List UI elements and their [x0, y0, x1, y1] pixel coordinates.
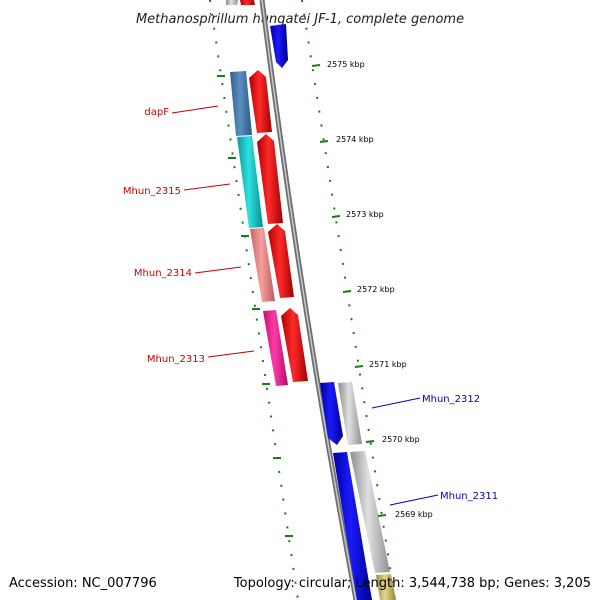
gene-label-mhun-2315[interactable]: Mhun_2315: [123, 186, 181, 197]
tick-label: 2571 kbp: [369, 360, 407, 369]
label-leader: [389, 494, 439, 506]
forward-cds-dapf: [249, 70, 272, 133]
forward-cds-mhun-2313: [281, 308, 308, 382]
cog-block-mhun-2311: [350, 451, 390, 573]
tick-label: 2572 kbp: [357, 285, 395, 294]
label-leader: [194, 266, 242, 274]
tick-label: 2570 kbp: [382, 435, 420, 444]
tick-mark: [342, 290, 352, 293]
label-leader: [171, 105, 219, 114]
tick-label: 2575 kbp: [327, 60, 365, 69]
cog-block-mhun-2312: [338, 382, 362, 445]
tick-label: 2573 kbp: [346, 210, 384, 219]
scale-ticks: 2575 kbp 2574 kbp 2573 kbp 2572 kbp 2571…: [217, 60, 433, 537]
label-leader: [207, 350, 255, 358]
gene-labels: dapF Mhun_2315 Mhun_2314 Mhun_2313 Mhun_…: [123, 105, 498, 506]
tick-label: 2574 kbp: [336, 135, 374, 144]
reverse-cds-mhun-2311: [333, 452, 372, 600]
tick-label: 2569 kbp: [395, 510, 433, 519]
gene-label-mhun-2311[interactable]: Mhun_2311: [440, 491, 498, 502]
genome-summary: Topology: circular; Length: 3,544,738 bp…: [233, 576, 591, 591]
cog-block-mhun-2314: [250, 228, 275, 302]
cog-block-dapf: [230, 71, 252, 136]
partial-cog-block: [226, 0, 238, 5]
tick-mark: [354, 365, 364, 368]
reverse-cds-mhun-2312: [320, 382, 343, 445]
map-title: Methanospirillum hungatei JF-1, complete…: [136, 12, 464, 27]
cog-block-bottom: [376, 574, 396, 600]
forward-cds-mhun-2314: [268, 224, 294, 298]
outer-dotted-track: [301, 0, 396, 600]
gene-label-dapf[interactable]: dapF: [144, 107, 169, 118]
accession-label: Accession: NC_007796: [9, 576, 157, 591]
cog-block-mhun-2313: [263, 310, 288, 386]
tick-mark: [319, 140, 329, 143]
inner-dotted-track: [209, 0, 299, 600]
partial-forward-cds: [240, 0, 255, 5]
tick-mark: [377, 514, 387, 517]
genome-backbone: [259, 0, 359, 600]
gene-label-mhun-2313[interactable]: Mhun_2313: [147, 354, 205, 365]
forward-cds-mhun-2315: [257, 134, 283, 224]
cog-block-mhun-2315: [237, 136, 263, 228]
label-leader: [371, 397, 421, 409]
tick-mark: [365, 440, 375, 443]
tick-mark: [311, 64, 321, 67]
reverse-cds-top: [270, 24, 288, 68]
gene-label-mhun-2314[interactable]: Mhun_2314: [134, 268, 192, 279]
tick-mark: [331, 215, 341, 218]
gene-label-mhun-2312[interactable]: Mhun_2312: [422, 394, 480, 405]
label-leader: [183, 183, 231, 191]
